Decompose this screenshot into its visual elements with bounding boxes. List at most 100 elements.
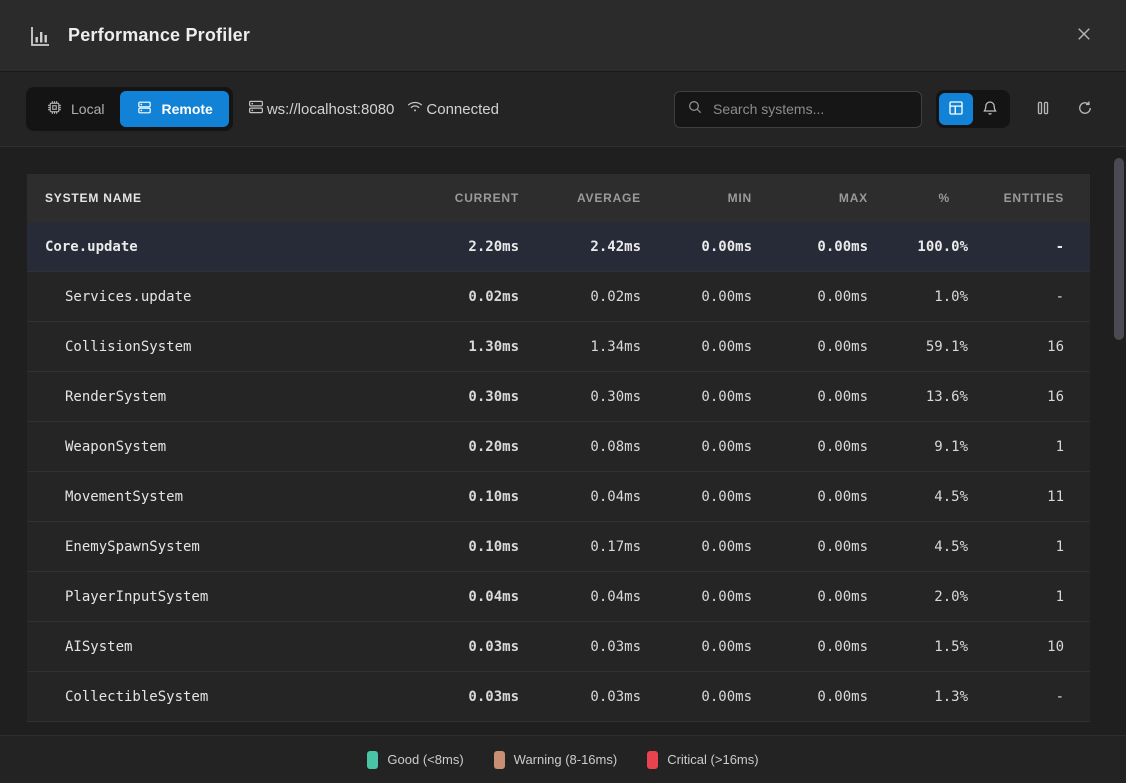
table-row[interactable]: CollisionSystem 1.30ms 1.34ms 0.00ms 0.00ms 5…: [27, 322, 1090, 372]
legend-item: Warning (8-16ms): [493, 750, 617, 769]
server-icon: [247, 98, 265, 120]
cell-current: 1.30ms: [468, 338, 519, 355]
cell-min: 0.00ms: [701, 438, 752, 455]
column-percent: %: [938, 191, 950, 205]
table-row[interactable]: RenderSystem 0.30ms 0.30ms 0.00ms 0.00ms 13.6…: [27, 372, 1090, 422]
cell-current: 0.10ms: [468, 488, 519, 505]
table-row[interactable]: WeaponSystem 0.20ms 0.08ms 0.00ms 0.00ms 9.1%…: [27, 422, 1090, 472]
threshold-legend: Good (<8ms) Warning (8-16ms) Critical (>16…: [367, 750, 759, 769]
legend-item: Good (<8ms): [367, 750, 464, 769]
remote-mode-button[interactable]: Remote: [120, 91, 229, 127]
cell-pct: 1.3%: [934, 688, 968, 705]
cell-average: 1.34ms: [590, 338, 641, 355]
cell-min: 0.00ms: [701, 588, 752, 605]
cell-entities: -: [1055, 288, 1064, 305]
cell-name: Core.update: [45, 238, 138, 255]
cpu-icon: [46, 99, 63, 119]
cell-current: 0.30ms: [468, 388, 519, 405]
legend-footer: Good (<8ms) Warning (8-16ms) Critical (>16…: [0, 735, 1126, 783]
cell-name: WeaponSystem: [65, 438, 167, 455]
cell-pct: 2.0%: [934, 588, 968, 605]
pause-button[interactable]: [1028, 94, 1058, 124]
connection-status-text: Connected: [426, 100, 499, 118]
table-view-button[interactable]: [939, 93, 973, 125]
close-button[interactable]: [1070, 22, 1098, 50]
cell-min: 0.00ms: [701, 488, 752, 505]
cell-name: Services.update: [65, 288, 192, 305]
table-row[interactable]: MovementSystem 0.10ms 0.04ms 0.00ms 0.00ms 4.…: [27, 472, 1090, 522]
cell-entities: -: [1055, 238, 1064, 255]
cell-average: 2.42ms: [590, 238, 641, 255]
remote-mode-label: Remote: [161, 101, 213, 117]
legend-item: Critical (>16ms): [647, 750, 759, 769]
search-input[interactable]: [713, 101, 909, 117]
cell-max: 0.00ms: [817, 338, 868, 355]
column-average: AVERAGE: [576, 191, 641, 205]
cell-current: 0.04ms: [468, 588, 519, 605]
cell-max: 0.00ms: [817, 238, 868, 255]
cell-current: 0.03ms: [468, 688, 519, 705]
cell-average: 0.04ms: [590, 488, 641, 505]
column-system-name: SYSTEM NAME: [45, 191, 142, 205]
table-view-icon: [947, 99, 965, 120]
cell-name: AISystem: [65, 638, 133, 655]
cell-min: 0.00ms: [701, 338, 752, 355]
bar-chart-icon: [28, 24, 52, 48]
refresh-icon: [1076, 99, 1094, 120]
cell-pct: 9.1%: [934, 438, 968, 455]
cell-name: MovementSystem: [65, 488, 184, 505]
table-row[interactable]: Services.update 0.02ms 0.02ms 0.00ms 0.00ms 1…: [27, 272, 1090, 322]
cell-name: CollectibleSystem: [65, 688, 209, 705]
cell-average: 0.03ms: [590, 638, 641, 655]
table-row[interactable]: CollectibleSystem 0.03ms 0.03ms 0.00ms 0.00m…: [27, 672, 1090, 722]
view-toggle-group: [936, 90, 1010, 128]
cell-pct: 100.0%: [917, 238, 968, 255]
cell-average: 0.30ms: [590, 388, 641, 405]
table-row[interactable]: PlayerInputSystem 0.04ms 0.04ms 0.00ms 0.00m…: [27, 572, 1090, 622]
pause-icon: [1034, 99, 1052, 120]
cell-average: 0.08ms: [590, 438, 641, 455]
legend-label: Critical (>16ms): [667, 752, 759, 767]
table-row[interactable]: Core.update 2.20ms 2.42ms 0.00ms 0.00ms 100.0…: [27, 222, 1090, 272]
legend-label: Good (<8ms): [387, 752, 464, 767]
cell-current: 0.03ms: [468, 638, 519, 655]
alerts-button[interactable]: [973, 93, 1007, 125]
table-header: SYSTEM NAME CURRENT AVERAGE MIN MAX % EN…: [27, 174, 1090, 222]
search-icon: [687, 99, 703, 120]
cell-min: 0.00ms: [701, 288, 752, 305]
mode-segmented-control: Local Remote: [26, 87, 233, 131]
cell-min: 0.00ms: [701, 688, 752, 705]
toolbar: Local Remote: [0, 72, 1126, 147]
cell-entities: 11: [1047, 488, 1064, 505]
close-icon: [1075, 25, 1093, 46]
bell-icon: [981, 99, 999, 120]
cell-pct: 59.1%: [925, 338, 968, 355]
vertical-scrollbar-thumb[interactable]: [1114, 158, 1124, 340]
cell-average: 0.17ms: [590, 538, 641, 555]
websocket-url-text: ws://localhost:8080: [266, 100, 395, 118]
cell-entities: 1: [1055, 538, 1064, 555]
legend-swatch-icon: [367, 750, 379, 769]
local-mode-button[interactable]: Local: [30, 91, 120, 127]
column-current: CURRENT: [454, 191, 519, 205]
profiler-content: SYSTEM NAME CURRENT AVERAGE MIN MAX % EN…: [0, 147, 1126, 735]
refresh-button[interactable]: [1070, 94, 1100, 124]
cell-current: 0.02ms: [468, 288, 519, 305]
cell-pct: 1.0%: [934, 288, 968, 305]
cell-entities: 10: [1047, 638, 1064, 655]
cell-entities: 1: [1055, 438, 1064, 455]
connection-status: Connected: [406, 98, 499, 120]
cell-min: 0.00ms: [701, 538, 752, 555]
cell-name: PlayerInputSystem: [65, 588, 209, 605]
cell-min: 0.00ms: [701, 388, 752, 405]
cell-max: 0.00ms: [817, 638, 868, 655]
table-row[interactable]: EnemySpawnSystem 0.10ms 0.17ms 0.00ms 0.00ms…: [27, 522, 1090, 572]
cell-max: 0.00ms: [817, 538, 868, 555]
cell-current: 0.20ms: [468, 438, 519, 455]
cell-max: 0.00ms: [817, 588, 868, 605]
table-row[interactable]: AISystem 0.03ms 0.03ms 0.00ms 0.00ms 1.5% 10: [27, 622, 1090, 672]
cell-name: CollisionSystem: [65, 338, 192, 355]
table-body: Core.update 2.20ms 2.42ms 0.00ms 0.00ms 100.0…: [27, 222, 1090, 722]
cell-max: 0.00ms: [817, 288, 868, 305]
